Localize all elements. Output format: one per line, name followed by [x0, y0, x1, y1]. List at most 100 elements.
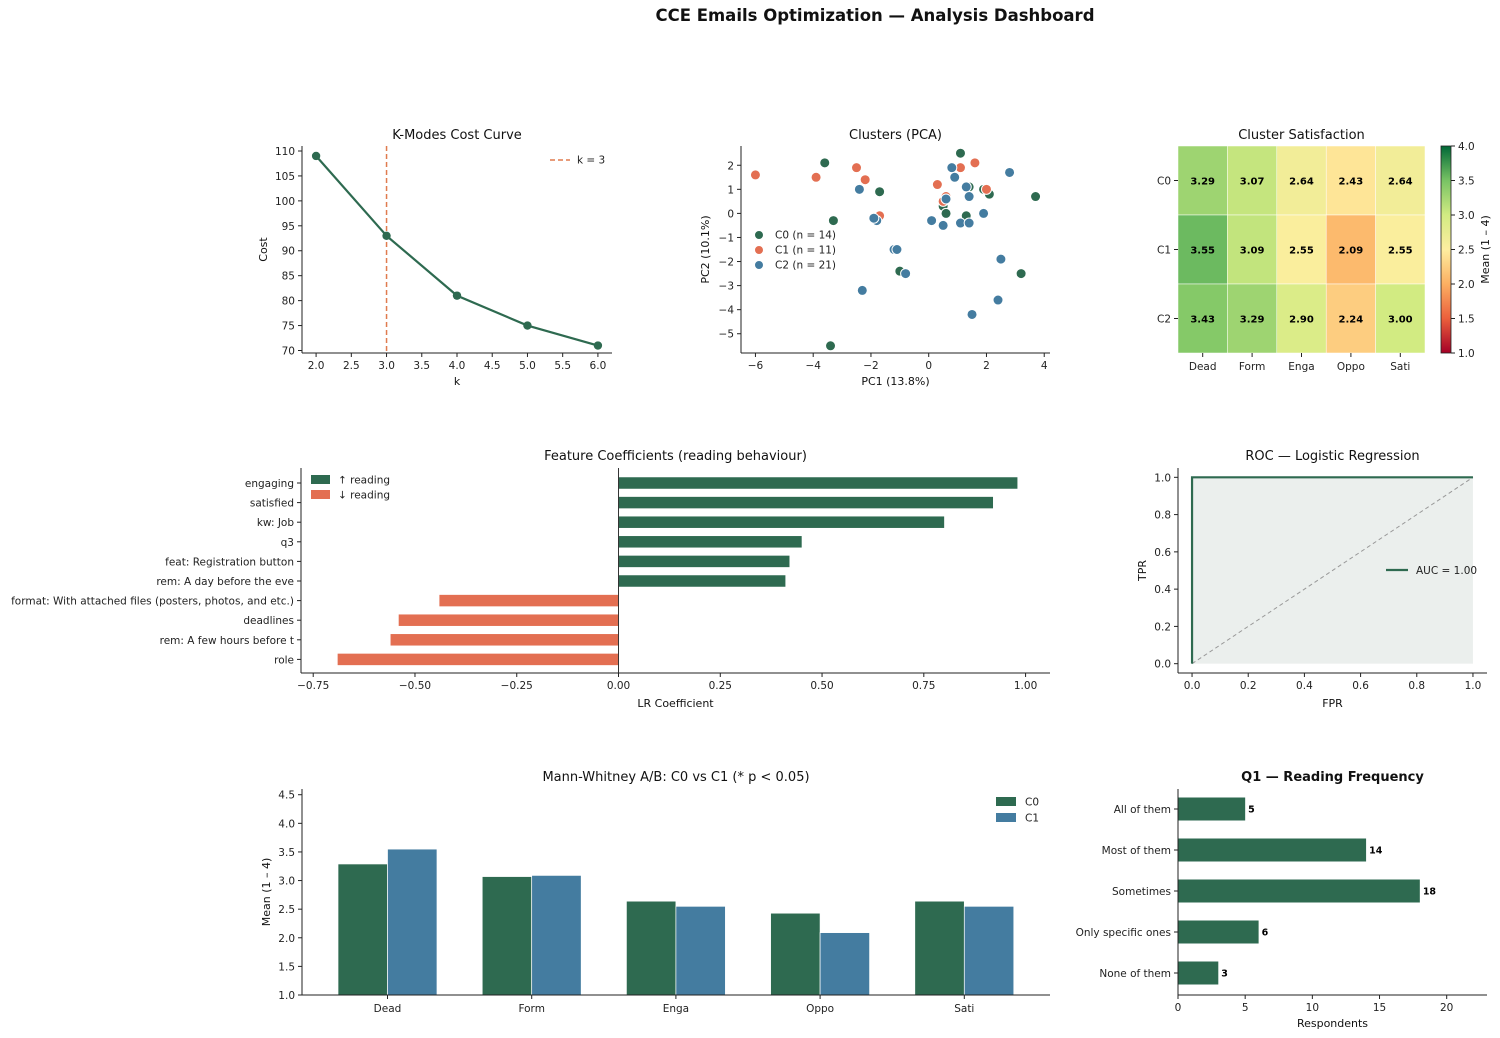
x-tick-label: 0.6	[1352, 680, 1369, 692]
col-label: Dead	[1189, 361, 1217, 373]
scatter-point	[874, 186, 886, 198]
x-axis-label: k	[454, 375, 461, 388]
scatter-point	[931, 179, 943, 191]
x-tick-label: 15	[1373, 1002, 1386, 1014]
legend-marker	[754, 230, 764, 240]
chart-title: ROC — Logistic Regression	[1245, 449, 1419, 464]
x-axis-label: Respondents	[1297, 1017, 1368, 1030]
legend-label: C1	[1025, 813, 1039, 825]
x-tick-label: 5.5	[554, 360, 571, 372]
y-tick-label: 4.5	[278, 790, 295, 802]
scatter-point	[825, 340, 837, 352]
scatter-point	[1030, 191, 1042, 203]
bar-value-label: 3	[1221, 969, 1228, 980]
mw-bar	[819, 932, 870, 996]
x-tick-label: 10	[1306, 1002, 1319, 1014]
heatmap-value: 3.55	[1190, 246, 1215, 257]
coef-bar	[618, 477, 1018, 489]
y-tick-label: 0.8	[1154, 510, 1171, 522]
heatmap-value: 3.09	[1240, 246, 1265, 257]
feature-label: rem: A few hours before t	[160, 635, 294, 647]
colorbar-tick-label: 3.0	[1458, 210, 1475, 222]
q1-bar	[1178, 920, 1259, 944]
x-tick-label: 2	[983, 360, 990, 372]
heatmap-value: 3.07	[1240, 177, 1265, 188]
col-label: Oppo	[1337, 361, 1365, 373]
x-tick-label: 0.2	[1240, 680, 1257, 692]
x-tick-label: 4.5	[484, 360, 501, 372]
category-label: All of them	[1114, 804, 1171, 816]
feature-label: satisfied	[250, 498, 294, 510]
scatter-point	[963, 217, 975, 229]
heatmap-chart: Cluster Satisfaction 3.29 3.07 2.64 2.43 2.64…	[1157, 128, 1492, 373]
y-tick-label: 2.5	[278, 904, 295, 916]
colorbar-tick-label: 1.0	[1458, 348, 1475, 360]
feature-label: engaging	[245, 478, 294, 490]
y-tick-label: 75	[282, 321, 295, 333]
dashboard-title: CCE Emails Optimization — Analysis Dashb…	[655, 6, 1094, 25]
x-tick-label: −4	[805, 360, 821, 372]
feature-label: deadlines	[243, 615, 294, 627]
coef-bar	[398, 614, 619, 626]
q1-bar	[1178, 879, 1420, 903]
row-label: C0	[1157, 176, 1171, 188]
legend-label: k = 3	[577, 155, 605, 167]
scatter-point	[851, 162, 863, 174]
legend-label: AUC = 1.00	[1416, 565, 1477, 577]
y-tick-label: −2	[719, 257, 734, 269]
heatmap-cell	[1177, 145, 1228, 216]
x-axis-label: PC1 (13.8%)	[861, 375, 929, 388]
heatmap-value: 3.29	[1240, 315, 1265, 326]
x-tick-label: −2	[863, 360, 878, 372]
colorbar-tick-label: 4.0	[1458, 141, 1475, 153]
heatmap-cell	[1227, 145, 1278, 216]
x-tick-label: 0.8	[1408, 680, 1425, 692]
x-tick-label: 0	[925, 360, 932, 372]
mw-bar	[626, 900, 677, 996]
legend-marker	[754, 245, 764, 255]
x-tick-label: −0.50	[399, 680, 431, 692]
cost-point	[452, 291, 462, 300]
colorbar-tick-label: 2.5	[1458, 245, 1475, 257]
y-tick-label: 70	[282, 346, 295, 358]
coef-bar	[618, 516, 945, 528]
y-tick-label: 0	[727, 208, 734, 220]
y-tick-label: 2.0	[278, 933, 295, 945]
cost-point	[593, 341, 603, 350]
heatmap-cell	[1276, 283, 1327, 354]
legend-label: ↓ reading	[338, 490, 390, 502]
y-tick-label: 0.6	[1154, 547, 1171, 559]
x-tick-label: 6.0	[590, 360, 607, 372]
y-axis-label: PC2 (10.1%)	[699, 215, 712, 283]
scatter-point	[1004, 166, 1016, 178]
bar-value-label: 6	[1262, 928, 1269, 939]
x-tick-label: 1.0	[1465, 680, 1482, 692]
colorbar	[1440, 145, 1452, 354]
x-tick-label: −6	[748, 360, 764, 372]
y-axis-label: TPR	[1136, 560, 1149, 582]
x-tick-label: −0.75	[297, 680, 329, 692]
x-tick-label: 4	[1041, 360, 1048, 372]
heatmap-cell	[1177, 214, 1228, 285]
heatmap-cell	[1227, 214, 1278, 285]
scatter-point	[827, 215, 839, 227]
y-tick-label: 3.5	[278, 847, 295, 859]
cost-point	[382, 231, 391, 240]
x-tick-label: Oppo	[806, 1003, 834, 1015]
mw-bar	[914, 900, 965, 996]
y-tick-label: 1.0	[278, 990, 295, 1002]
scatter-point	[980, 183, 992, 195]
bar-value-label: 5	[1248, 805, 1255, 816]
legend-marker	[754, 260, 764, 270]
mw-bar	[963, 905, 1015, 996]
scatter-point	[954, 147, 966, 159]
heatmap-value: 3.43	[1190, 315, 1215, 326]
x-tick-label: 0.25	[709, 680, 732, 692]
scatter-point	[969, 157, 981, 169]
scatter-point	[960, 181, 972, 193]
x-tick-label: 0.75	[912, 680, 935, 692]
y-axis-label: Mean (1 – 4)	[260, 858, 273, 927]
feature-label: role	[274, 654, 294, 666]
coef-bar	[618, 496, 994, 509]
x-tick-label: Form	[518, 1003, 544, 1015]
